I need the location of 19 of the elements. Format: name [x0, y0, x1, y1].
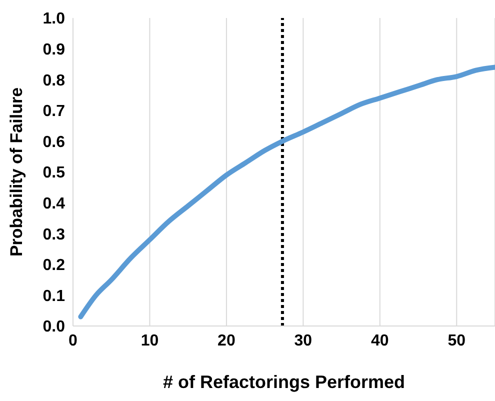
- y-tick-label: 0.8: [42, 72, 66, 90]
- y-tick-label: 0.2: [42, 257, 66, 274]
- x-tick-label: 50: [448, 332, 466, 350]
- x-tick-label: 30: [294, 332, 312, 350]
- y-tick-label: 0.4: [42, 195, 66, 212]
- y-tick-label: 1.0: [42, 10, 66, 28]
- y-tick-label: 0.9: [42, 41, 66, 58]
- y-tick-label: 0.1: [42, 288, 66, 305]
- x-tick-label: 20: [218, 332, 236, 350]
- y-tick-label: 0.7: [42, 103, 66, 120]
- y-tick-label: 0.6: [42, 134, 66, 151]
- x-tick-label: 0: [68, 332, 78, 350]
- y-tick-label: 0.5: [42, 164, 66, 182]
- y-tick-label: 0.3: [42, 226, 66, 244]
- x-axis-title: # of Refactorings Performed: [162, 372, 406, 392]
- y-axis-title: Probability of Failure: [7, 87, 26, 257]
- x-tick-label: 40: [371, 332, 389, 350]
- y-tick-label: 0.0: [42, 318, 66, 336]
- x-tick-label: 10: [140, 332, 159, 350]
